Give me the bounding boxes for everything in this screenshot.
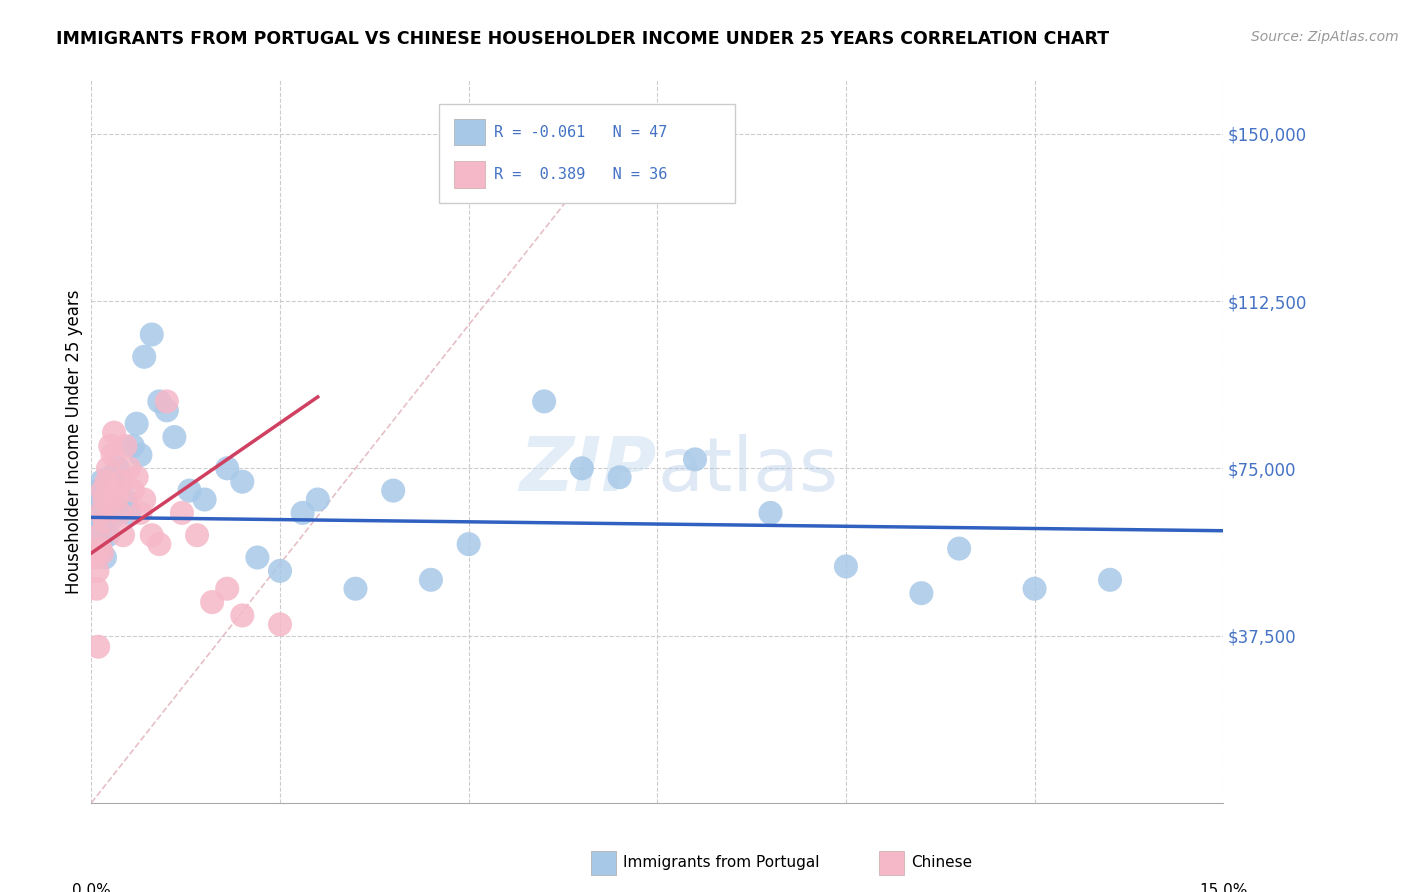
Point	[141, 327, 163, 342]
Point	[87, 528, 110, 542]
Point	[246, 550, 269, 565]
Point	[683, 452, 706, 467]
Point	[910, 586, 932, 600]
Point	[122, 483, 145, 498]
Point	[90, 475, 112, 489]
Point	[125, 417, 148, 431]
Text: 0.0%: 0.0%	[72, 883, 111, 892]
Point	[1024, 582, 1046, 596]
Point	[108, 506, 131, 520]
Point	[96, 475, 118, 489]
Point	[86, 506, 108, 520]
Point	[533, 394, 555, 409]
Point	[86, 582, 108, 596]
Point	[148, 537, 170, 551]
Point	[89, 492, 111, 507]
Point	[89, 541, 111, 556]
Point	[107, 483, 129, 498]
Point	[179, 483, 201, 498]
Point	[110, 475, 132, 489]
Point	[114, 492, 136, 507]
Point	[382, 483, 405, 498]
Point	[134, 350, 156, 364]
Point	[186, 528, 208, 542]
Point	[87, 640, 110, 654]
Text: atlas: atlas	[657, 434, 838, 507]
Point	[307, 492, 329, 507]
Text: R =  0.389   N = 36: R = 0.389 N = 36	[494, 168, 666, 182]
Text: IMMIGRANTS FROM PORTUGAL VS CHINESE HOUSEHOLDER INCOME UNDER 25 YEARS CORRELATIO: IMMIGRANTS FROM PORTUGAL VS CHINESE HOUS…	[56, 30, 1109, 48]
Point	[91, 546, 114, 560]
Point	[118, 506, 141, 520]
Point	[112, 528, 135, 542]
Point	[419, 573, 441, 587]
Point	[86, 564, 108, 578]
Point	[94, 550, 117, 565]
Point	[90, 506, 112, 520]
Y-axis label: Householder Income Under 25 years: Householder Income Under 25 years	[65, 289, 83, 594]
Text: R = -0.061   N = 47: R = -0.061 N = 47	[494, 125, 666, 139]
Point	[89, 537, 111, 551]
Point	[97, 528, 120, 542]
Point	[110, 475, 132, 489]
Point	[87, 483, 110, 498]
Point	[118, 461, 141, 475]
Point	[457, 537, 479, 551]
Point	[134, 492, 156, 507]
Text: Chinese: Chinese	[911, 855, 972, 870]
Point	[107, 461, 129, 475]
Point	[217, 461, 239, 475]
Point	[84, 550, 107, 565]
Point	[231, 608, 253, 623]
Point	[609, 470, 631, 484]
Point	[217, 582, 239, 596]
Text: Source: ZipAtlas.com: Source: ZipAtlas.com	[1251, 30, 1399, 45]
Point	[91, 483, 114, 498]
Point	[105, 492, 128, 507]
Point	[759, 506, 782, 520]
Point	[125, 470, 148, 484]
Point	[94, 515, 117, 529]
Point	[87, 519, 110, 533]
Point	[163, 430, 186, 444]
Point	[122, 439, 145, 453]
Point	[269, 564, 291, 578]
Point	[101, 510, 124, 524]
Point	[148, 394, 170, 409]
Point	[835, 559, 858, 574]
Point	[291, 506, 314, 520]
Text: Immigrants from Portugal: Immigrants from Portugal	[623, 855, 820, 870]
Point	[948, 541, 970, 556]
Point	[129, 506, 152, 520]
Point	[156, 403, 179, 417]
Point	[91, 515, 114, 529]
Point	[1098, 573, 1121, 587]
Point	[201, 595, 224, 609]
Point	[103, 483, 125, 498]
Point	[98, 439, 121, 453]
Point	[114, 439, 136, 453]
Point	[96, 497, 118, 511]
Text: 15.0%: 15.0%	[1199, 883, 1247, 892]
Point	[231, 475, 253, 489]
Point	[101, 448, 124, 462]
Point	[156, 394, 179, 409]
Text: ZIP: ZIP	[520, 434, 657, 507]
Point	[344, 582, 367, 596]
Point	[141, 528, 163, 542]
Point	[269, 617, 291, 632]
Point	[571, 461, 593, 475]
Point	[98, 470, 121, 484]
Point	[129, 448, 152, 462]
Point	[103, 425, 125, 440]
Point	[193, 492, 217, 507]
Point	[93, 492, 115, 507]
Point	[97, 461, 120, 475]
Point	[170, 506, 193, 520]
